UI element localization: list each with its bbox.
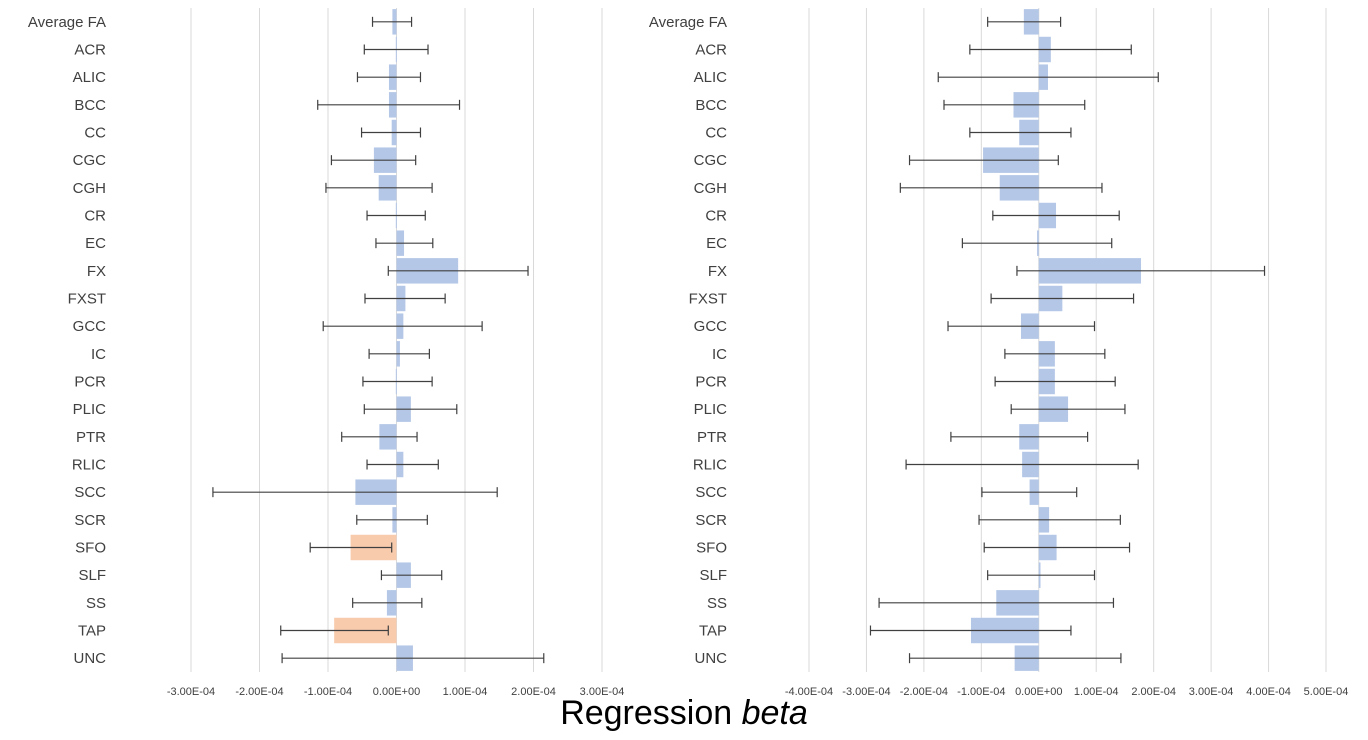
x-tick-label: 2.00E-04 [1131, 686, 1176, 698]
x-tick-label: 3.00E-04 [580, 686, 625, 698]
category-label: ALIC [694, 69, 728, 86]
x-tick-label: -4.00E-04 [785, 686, 833, 698]
category-label: CR [705, 208, 727, 225]
category-label: CC [705, 125, 727, 142]
x-tick-label: -3.00E-04 [167, 686, 215, 698]
category-label: Average FA [28, 14, 106, 31]
category-label: EC [706, 235, 727, 252]
category-label: TAP [78, 623, 106, 640]
category-label: PCR [695, 374, 727, 391]
category-label: BCC [695, 97, 727, 114]
category-label: SFO [696, 540, 727, 557]
x-tick-label: 4.00E-04 [1246, 686, 1291, 698]
category-label: PLIC [694, 401, 728, 418]
category-label: FXST [689, 291, 727, 308]
x-tick-label: 1.00E-04 [443, 686, 488, 698]
left-bar-chart: -3.00E-04 -2.00E-04 -1.00E-04 0.00E+00 1.00E… [28, 8, 624, 698]
category-label: SCR [695, 512, 727, 529]
category-label: SS [707, 595, 727, 612]
category-label: BCC [74, 97, 106, 114]
x-tick-label: 0.00E+00 [373, 686, 420, 698]
category-label: IC [91, 346, 106, 363]
category-label: ACR [695, 42, 727, 59]
x-tick-label: -3.00E-04 [842, 686, 890, 698]
category-label: CGC [694, 152, 728, 169]
x-tick-label: 3.00E-04 [1189, 686, 1234, 698]
category-label: GCC [73, 318, 107, 335]
x-axis-title-text: Regression [560, 694, 742, 732]
right-bar-chart: -4.00E-04 -3.00E-04 -2.00E-04 -1.00E-04 0.00… [649, 8, 1348, 698]
category-label: EC [85, 235, 106, 252]
category-label: FX [708, 263, 727, 280]
category-label: SLF [699, 567, 727, 584]
category-label: FXST [68, 291, 106, 308]
category-label: SCR [74, 512, 106, 529]
x-axis-title: Regression beta [0, 694, 1368, 733]
x-axis-title-emphasis: beta [741, 694, 808, 732]
category-label: FX [87, 263, 106, 280]
category-label: UNC [74, 650, 107, 667]
category-label: PLIC [73, 401, 107, 418]
category-label: PCR [74, 374, 106, 391]
category-label: GCC [694, 318, 728, 335]
x-tick-label: -2.00E-04 [900, 686, 948, 698]
category-label: SFO [75, 540, 106, 557]
category-label: PTR [76, 429, 106, 446]
x-tick-label: -1.00E-04 [957, 686, 1005, 698]
category-label: CR [84, 208, 106, 225]
x-tick-label: 0.00E+00 [1015, 686, 1062, 698]
category-label: ALIC [73, 69, 107, 86]
category-label: Average FA [649, 14, 727, 31]
category-label: SLF [78, 567, 106, 584]
category-label: UNC [695, 650, 728, 667]
category-label: RLIC [693, 457, 727, 474]
category-label: CGH [694, 180, 727, 197]
x-tick-label: -2.00E-04 [235, 686, 283, 698]
x-tick-label: 2.00E-04 [511, 686, 556, 698]
category-label: CC [84, 125, 106, 142]
category-label: PTR [697, 429, 727, 446]
x-tick-label: -1.00E-04 [304, 686, 352, 698]
category-label: SCC [74, 484, 106, 501]
category-label: SCC [695, 484, 727, 501]
category-label: RLIC [72, 457, 106, 474]
category-label: CGH [73, 180, 106, 197]
category-label: TAP [699, 623, 727, 640]
category-label: CGC [73, 152, 107, 169]
category-label: IC [712, 346, 727, 363]
x-tick-label: 1.00E-04 [1074, 686, 1119, 698]
x-tick-label: 5.00E-04 [1304, 686, 1349, 698]
category-label: SS [86, 595, 106, 612]
category-label: ACR [74, 42, 106, 59]
